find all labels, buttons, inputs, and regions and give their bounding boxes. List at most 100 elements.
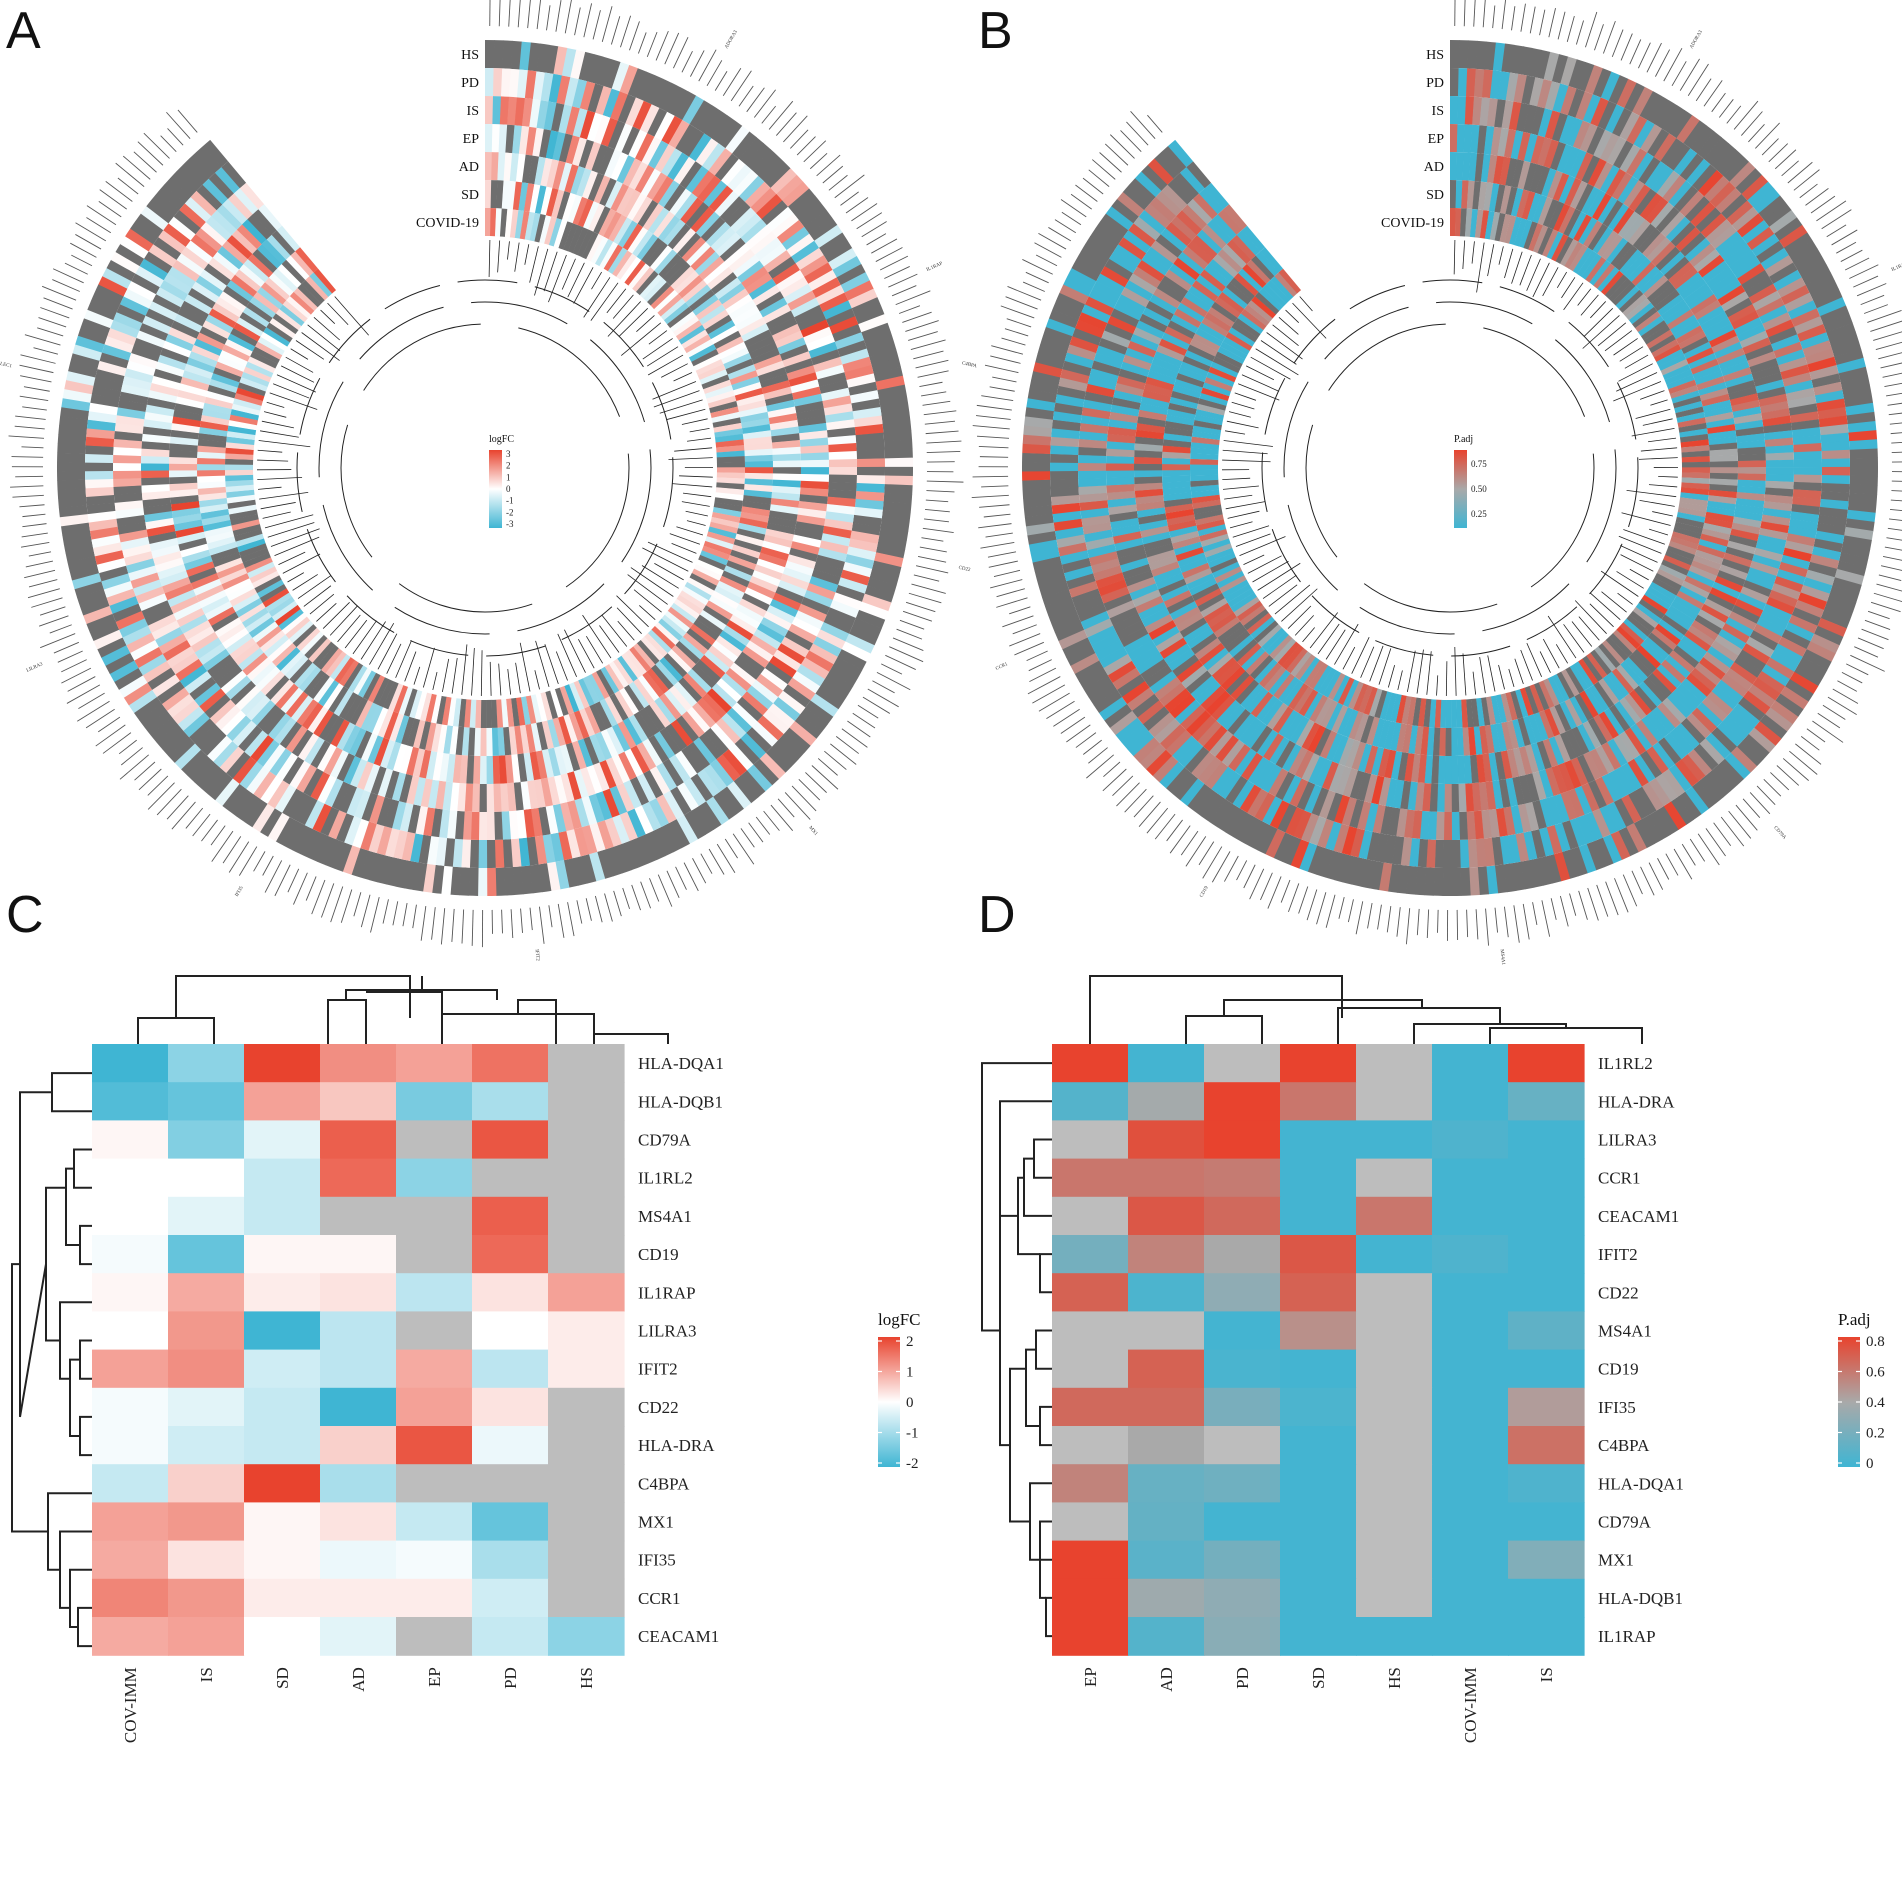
gene-label-tick: [119, 754, 149, 780]
ring-cell: [107, 327, 137, 346]
ring-cell: [197, 481, 226, 489]
ring-cell: [1321, 761, 1339, 790]
ring-cell: [1032, 556, 1062, 572]
ring-cell: [853, 415, 883, 428]
ring-cell: [1624, 693, 1647, 720]
gene-label-tick: [1640, 866, 1655, 896]
ring-cell: [118, 675, 148, 698]
ring-cell: [1752, 188, 1781, 214]
ring-cell: [1527, 192, 1542, 222]
ring-cell: [1587, 717, 1608, 746]
ring-cell: [194, 682, 221, 707]
ring-cell: [526, 836, 539, 866]
ring-cell: [1501, 100, 1514, 130]
ring-cell: [439, 752, 450, 782]
gene-label-tick: [1810, 195, 1836, 214]
ring-cell: [1163, 433, 1192, 443]
ring-cell: [581, 825, 598, 855]
ring-cell: [1656, 702, 1681, 729]
ring-cell: [199, 326, 228, 345]
ring-cell: [1061, 557, 1092, 574]
dendrogram-branch: [1255, 348, 1299, 376]
ring-cell: [351, 818, 370, 849]
ring-cell: [259, 808, 283, 837]
ring-cell: [1141, 164, 1168, 191]
ring-cell: [710, 227, 736, 252]
ring-cell: [691, 664, 717, 689]
ring-cell: [580, 854, 597, 884]
ring-cell: [1603, 708, 1625, 736]
ring-cell: [796, 514, 826, 527]
ring-cell: [1765, 444, 1794, 454]
gene-label-tick: [1104, 143, 1129, 166]
ring-cell: [1558, 115, 1576, 145]
ring-cell: [1110, 404, 1140, 417]
ring-cell: [746, 335, 775, 354]
dendrogram-branch: [1222, 485, 1259, 490]
ring-cell: [377, 768, 394, 798]
gene-label-tick: [1774, 149, 1797, 170]
ring-cell: [523, 808, 535, 838]
ring-cell: [1651, 741, 1676, 770]
gene-label-tick: [1133, 795, 1154, 818]
gene-label-tick: [1837, 680, 1858, 692]
ring-cell: [680, 746, 704, 774]
ring-cell: [1142, 307, 1171, 327]
ring-cell: [1392, 779, 1405, 809]
ring-cell: [1615, 285, 1640, 310]
heatmap-cell: [168, 1120, 245, 1160]
ring-cell: [257, 244, 282, 269]
dendrogram-branch: [1623, 529, 1666, 545]
heatmap-cell: [1128, 1196, 1205, 1236]
ring-cell: [1821, 474, 1850, 485]
ring-cell: [1461, 180, 1469, 209]
gene-label-tick: [12, 494, 44, 498]
gene-label-tick: [1009, 606, 1031, 615]
ring-cell: [1747, 351, 1777, 368]
ring-cell: [604, 180, 624, 209]
ring-cell: [514, 210, 525, 239]
ring-cell: [1686, 158, 1711, 186]
ring-cell: [792, 386, 821, 401]
row-dendrogram: [77, 1606, 92, 1648]
gene-label-tick: [1878, 352, 1902, 360]
ring-cell: [1445, 727, 1452, 757]
dendrogram-branch: [360, 621, 386, 660]
ring-cell: [1742, 690, 1771, 715]
ring-cell: [1785, 387, 1815, 402]
ring-cell: [1537, 227, 1554, 256]
gene-label-tick: [862, 696, 891, 714]
ring-cell: [170, 595, 199, 614]
ring-cell: [168, 736, 196, 763]
row-dendrogram: [65, 1167, 80, 1246]
ring-cell: [1679, 428, 1708, 438]
heatmap-cell: [1280, 1120, 1357, 1160]
ring-cell: [667, 606, 694, 629]
dendrogram-branch: [320, 309, 336, 325]
ring-cell: [760, 617, 789, 638]
gene-label: MX1: [807, 826, 818, 838]
ring-cell: [441, 696, 452, 726]
ring-cell: [770, 498, 800, 509]
ring-cell: [1250, 691, 1274, 718]
ring-cell: [1560, 669, 1580, 697]
heatmap-cell: [320, 1235, 397, 1274]
ring-cell: [1078, 311, 1108, 331]
ring-cell: [1190, 464, 1219, 471]
ring-cell: [1202, 647, 1229, 671]
ring-cell: [412, 748, 426, 778]
ring-cell: [1647, 95, 1670, 125]
heatmap-cell: [1280, 1540, 1357, 1580]
ring-cell: [1849, 466, 1879, 477]
ring-cell: [1660, 659, 1686, 684]
gene-label-tick: [714, 71, 728, 91]
ring-cell: [1749, 358, 1779, 374]
ring-cell: [114, 499, 144, 511]
ring-cell: [1731, 605, 1760, 625]
ring-cell: [1650, 284, 1677, 308]
dendrogram-branch: [1658, 475, 1678, 478]
dendrogram-branch: [1629, 568, 1649, 581]
ring-cell: [227, 499, 256, 510]
ring-cell: [157, 184, 186, 211]
dendrogram-branch: [514, 242, 520, 272]
